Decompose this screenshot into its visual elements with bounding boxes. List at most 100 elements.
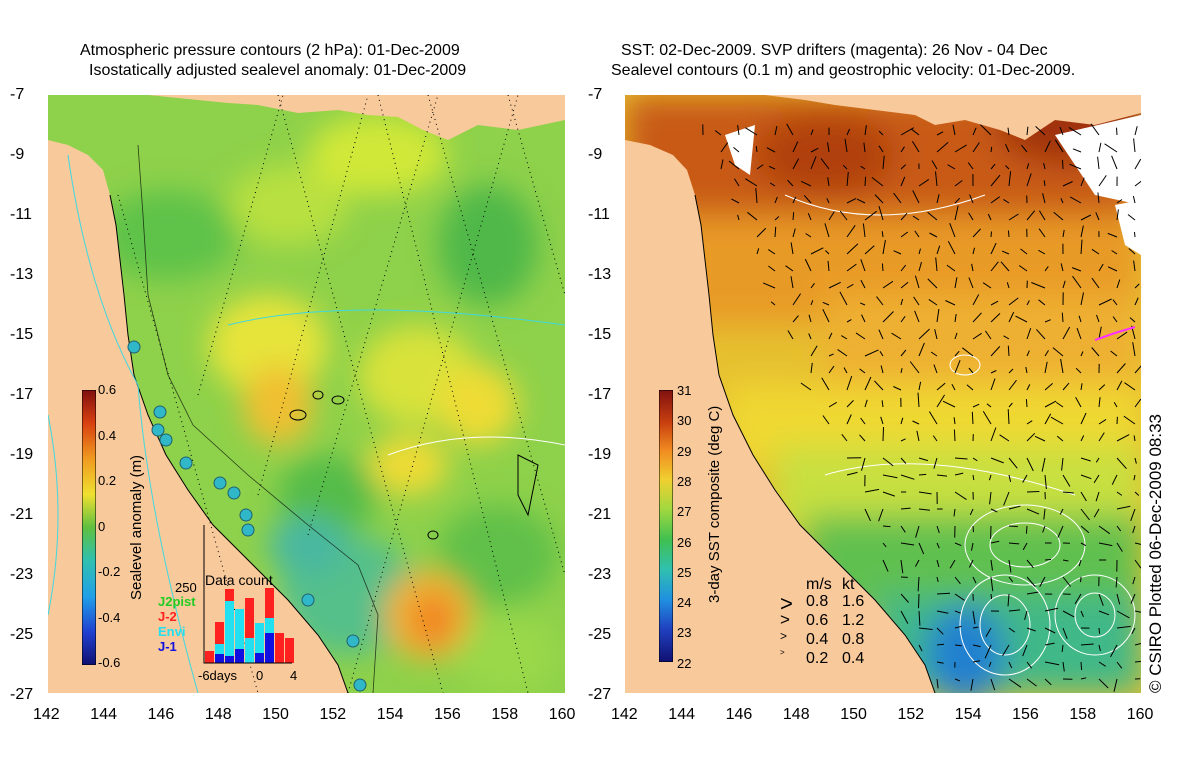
velocity-arrow bbox=[1127, 214, 1136, 221]
velocity-arrow bbox=[1062, 159, 1064, 170]
velocity-arrow bbox=[990, 457, 1004, 464]
velocity-arrow bbox=[980, 124, 992, 136]
data-count-histogram bbox=[203, 525, 294, 664]
velocity-arrow bbox=[720, 142, 729, 153]
land-australia bbox=[48, 95, 348, 693]
velocity-arrow bbox=[917, 576, 920, 592]
velocity-arrow bbox=[1091, 277, 1100, 289]
velocity-arrow bbox=[990, 242, 997, 255]
velocity-arrow bbox=[1097, 156, 1100, 170]
velocity-arrow bbox=[1026, 173, 1032, 187]
velocity-arrow bbox=[1062, 576, 1071, 587]
velocity-arrow bbox=[1115, 576, 1118, 588]
velocity-arrow bbox=[745, 178, 758, 187]
velocity-arrow bbox=[1026, 384, 1031, 391]
velocity-arrow bbox=[1132, 576, 1136, 585]
velocity-arrow bbox=[800, 180, 812, 187]
velocity-arrow bbox=[1131, 627, 1136, 635]
velocity-arrow bbox=[915, 525, 920, 538]
velocity-arrow bbox=[969, 194, 974, 204]
velocity-arrow bbox=[1026, 126, 1029, 136]
velocity-arrow bbox=[1007, 409, 1010, 425]
right-x-tick-158: 158 bbox=[1069, 706, 1097, 723]
velocity-arrow bbox=[1078, 559, 1082, 567]
right-x-tick-146: 146 bbox=[725, 706, 753, 723]
velocity-arrow bbox=[774, 196, 778, 204]
velocity-arrow bbox=[810, 129, 814, 136]
velocity-arrow bbox=[990, 163, 996, 170]
velocity-arrow bbox=[1098, 627, 1101, 634]
right-y-tick-m23: -23 bbox=[588, 566, 612, 583]
velocity-arrow bbox=[1008, 576, 1014, 583]
left-y-tick-m7: -7 bbox=[10, 86, 25, 103]
velocity-arrow bbox=[1096, 314, 1100, 323]
velocity-arrow bbox=[999, 434, 1010, 442]
velocity-legend-kt: 0.4 bbox=[842, 650, 865, 667]
velocity-arrow bbox=[864, 399, 868, 408]
velocity-arrow bbox=[1044, 559, 1052, 561]
velocity-arrow bbox=[861, 457, 866, 471]
velocity-arrow bbox=[1024, 610, 1028, 621]
velocity-arrow bbox=[918, 342, 925, 357]
velocity-arrow bbox=[1080, 491, 1087, 502]
velocity-arrow bbox=[822, 415, 830, 425]
velocity-arrow bbox=[990, 146, 993, 153]
velocity-arrow bbox=[1080, 457, 1091, 462]
velocity-arrow bbox=[1061, 457, 1064, 471]
velocity-arrow bbox=[864, 488, 880, 493]
velocity-arrow bbox=[1008, 559, 1012, 573]
velocity-arrow bbox=[918, 491, 932, 495]
velocity-arrow bbox=[844, 138, 848, 153]
velocity-arrow bbox=[1132, 195, 1136, 204]
velocity-arrow bbox=[1060, 358, 1064, 374]
velocity-arrow bbox=[954, 144, 967, 153]
left-cb-tick: 0.6 bbox=[98, 382, 117, 397]
velocity-arrow bbox=[863, 142, 866, 153]
velocity-arrow bbox=[1044, 140, 1051, 153]
left-y-tick-m11: -11 bbox=[10, 206, 32, 223]
velocity-arrow bbox=[846, 400, 854, 408]
velocity-arrow bbox=[846, 171, 849, 187]
velocity-arrow bbox=[1034, 435, 1046, 442]
pressure-contour-2 bbox=[67, 154, 199, 693]
velocity-arrow bbox=[972, 576, 977, 584]
velocity-arrow bbox=[900, 298, 904, 306]
histogram-bar bbox=[285, 638, 294, 663]
velocity-arrow bbox=[843, 367, 848, 374]
velocity-arrow bbox=[1022, 474, 1028, 483]
histogram-bar bbox=[245, 638, 254, 663]
velocity-arrow bbox=[1008, 609, 1021, 612]
velocity-arrow bbox=[1026, 432, 1036, 442]
velocity-arrow bbox=[900, 231, 909, 238]
velocity-arrow bbox=[972, 294, 980, 306]
velocity-arrow bbox=[1060, 197, 1064, 204]
velocity-arrow bbox=[893, 386, 902, 391]
velocity-arrow bbox=[1044, 383, 1053, 391]
velocity-arrow bbox=[986, 403, 992, 408]
velocity-arrow bbox=[882, 280, 894, 289]
anomaly-field bbox=[98, 115, 558, 693]
velocity-arrow bbox=[971, 263, 974, 272]
velocity-arrow bbox=[954, 593, 965, 601]
velocity-arrow bbox=[1062, 229, 1065, 238]
right-cb-tick: 29 bbox=[677, 443, 692, 459]
right-y-tick-m11: -11 bbox=[588, 206, 610, 223]
velocity-arrow bbox=[972, 457, 978, 462]
data-count-x-min: -6days bbox=[198, 668, 238, 683]
velocity-arrow bbox=[953, 429, 956, 442]
velocity-arrow bbox=[930, 351, 938, 357]
velocity-arrow bbox=[1080, 177, 1085, 187]
velocity-arrow bbox=[1052, 347, 1064, 357]
velocity-arrow bbox=[846, 263, 857, 272]
left-cb-tick: -0.2 bbox=[98, 564, 121, 579]
left-x-tick-152: 152 bbox=[319, 706, 347, 723]
velocity-arrow bbox=[1044, 627, 1056, 634]
velocity-arrow bbox=[990, 300, 999, 306]
right-y-tick-m15: -15 bbox=[588, 326, 612, 343]
velocity-arrow bbox=[1026, 627, 1036, 632]
velocity-arrow bbox=[1116, 127, 1118, 136]
velocity-arrow bbox=[1076, 327, 1082, 340]
velocity-arrow bbox=[860, 165, 866, 170]
velocity-arrow bbox=[882, 426, 884, 442]
velocity-legend-ms: 0.8 bbox=[806, 593, 829, 610]
